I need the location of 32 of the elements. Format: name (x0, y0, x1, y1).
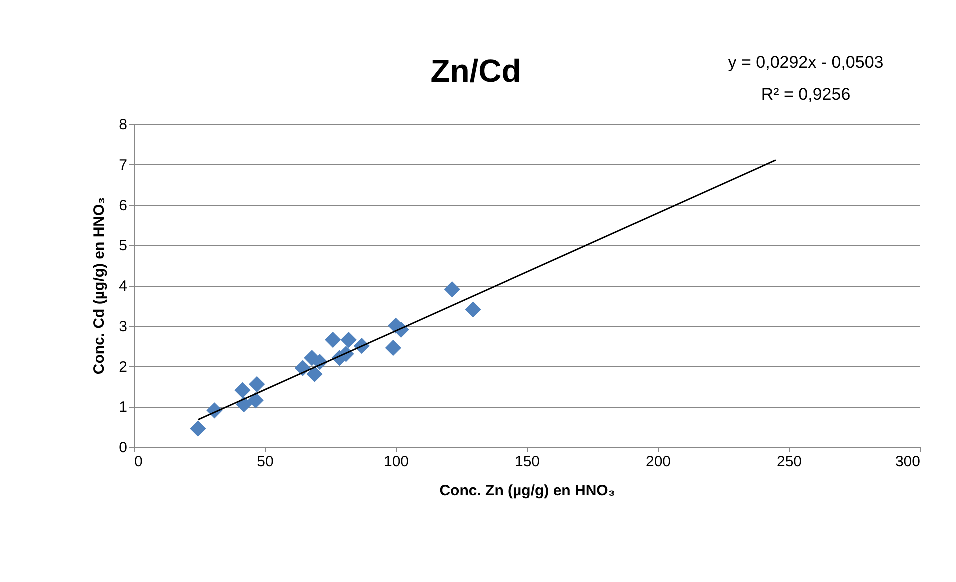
y-tick-label: 7 (119, 156, 128, 174)
x-tick-label: 100 (384, 454, 410, 470)
point (306, 366, 323, 382)
y-tick-label: 5 (119, 238, 128, 255)
point (340, 332, 357, 348)
y-axis-title: Conc. Cd (µg/g) en HNO₃ (91, 197, 108, 375)
x-tick-label: 0 (134, 454, 143, 470)
point (465, 302, 482, 318)
point (234, 382, 251, 399)
point (325, 332, 342, 348)
point (249, 376, 266, 392)
y-tick-label: 1 (119, 399, 128, 416)
text: R² = 0,9256 (761, 85, 851, 104)
point (236, 396, 252, 413)
x-tick-label: 300 (895, 454, 920, 470)
point (248, 392, 264, 409)
point (385, 340, 402, 356)
point (190, 420, 206, 437)
x-axis-title: Conc. Zn (µg/g) en HNO₃ (440, 482, 616, 500)
chart-title: Zn/Cd (430, 53, 522, 89)
y-tick-label: 0 (119, 440, 128, 456)
y-tick-label: 2 (119, 358, 128, 376)
x-tick-label: 250 (776, 454, 802, 470)
point (444, 281, 460, 298)
x-tick-label: 50 (257, 454, 274, 470)
y-tick-label: 8 (119, 116, 128, 134)
y-tick-label: 4 (119, 278, 128, 295)
x-tick-label: 150 (514, 454, 540, 470)
y-tick-label: 3 (119, 318, 128, 336)
text: y = 0,0292x - 0,0503 (728, 53, 884, 72)
y-tick-label: 6 (119, 197, 128, 214)
x-tick-label: 200 (646, 454, 672, 470)
